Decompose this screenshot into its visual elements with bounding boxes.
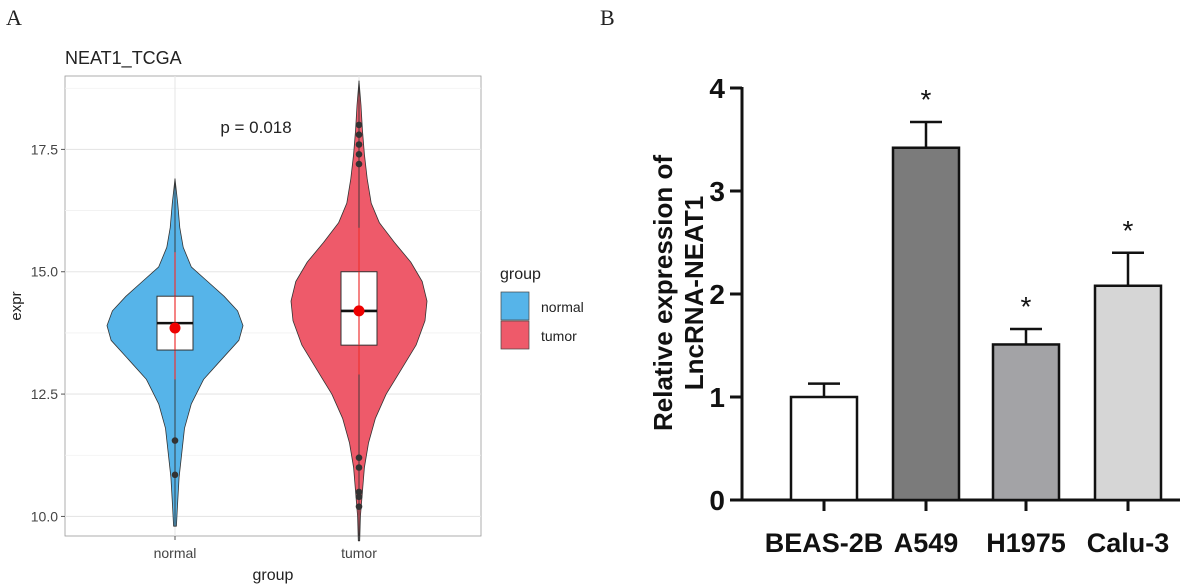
violin-title: NEAT1_TCGA — [65, 48, 182, 69]
violin-outlier-normal — [171, 437, 179, 444]
violin-outlier-tumor — [355, 141, 363, 148]
violin-legend: group normal tumor — [500, 266, 584, 350]
violin-y-tick-label: 15.0 — [31, 264, 58, 280]
violin-y-ticks: 10.0 12.5 15.0 17.5 — [31, 141, 65, 524]
violin-mean-point-tumor — [353, 305, 365, 317]
violin-outlier-tumor — [355, 121, 363, 129]
bar-x-ticks: BEAS-2B A549 H1975 Calu-3 — [765, 500, 1170, 558]
violin-y-axis-label: expr — [8, 291, 25, 320]
bar-y-tick-label: 0 — [709, 485, 725, 516]
violin-mean-point-normal — [169, 322, 181, 334]
bar-y-tick-label: 3 — [709, 176, 725, 207]
violin-outlier-tumor — [355, 160, 363, 168]
bar-calu-3 — [1093, 284, 1163, 502]
legend-label-tumor: tumor — [541, 328, 577, 344]
bar-x-tick-label: BEAS-2B — [765, 528, 884, 558]
bar-y-axis-label-line2: LncRNA-NEAT1 — [679, 196, 709, 391]
legend-swatch-tumor — [500, 320, 530, 350]
violin-outlier-normal — [171, 471, 179, 479]
violin-y-tick-label: 12.5 — [31, 386, 58, 402]
bar-h1975 — [991, 343, 1061, 502]
violin-outlier-tumor — [355, 464, 363, 471]
bar-significance-star: * — [1021, 291, 1032, 322]
violin-y-tick-label: 10.0 — [31, 508, 58, 524]
violin-outlier-tumor — [355, 503, 363, 510]
bar-a549 — [891, 146, 961, 502]
bar-significance-star: * — [1123, 215, 1134, 246]
legend-label-normal: normal — [541, 299, 584, 315]
violin-chart: NEAT1_TCGA 10.012.515.017.5 normal tumor … — [8, 48, 584, 584]
violin-x-axis-label: group — [253, 567, 294, 584]
violin-p-value: p = 0.018 — [220, 118, 291, 137]
legend-title: group — [500, 266, 541, 283]
bar-y-tick-label: 4 — [709, 73, 725, 104]
violin-outlier-tumor — [355, 131, 363, 139]
violin-x-tick-label: tumor — [341, 545, 377, 561]
violin-shapes — [106, 80, 428, 542]
panel-a-label: A — [6, 5, 22, 30]
violin-outlier-tumor — [355, 488, 363, 496]
bar-x-tick-label: A549 — [894, 528, 959, 558]
bar-y-axis-label-line1: Relative expression of — [648, 155, 678, 431]
bar-x-tick-label: Calu-3 — [1087, 528, 1170, 558]
bar-y-tick-label: 1 — [709, 382, 725, 413]
violin-x-tick-label: normal — [154, 545, 197, 561]
bar-beas-2b — [789, 395, 859, 502]
bar-y-ticks: 0 1 2 3 4 — [709, 73, 742, 516]
bar-chart: * * * BEAS-2B A549 H1975 Calu-3 0 1 2 3 4 Relativ… — [648, 73, 1180, 558]
bar-bars: * * * — [789, 84, 1163, 502]
violin-outlier-tumor — [355, 493, 363, 501]
bar-x-tick-label: H1975 — [986, 528, 1066, 558]
violin-outlier-tumor — [355, 454, 363, 462]
panel-b-label: B — [600, 5, 615, 30]
bar-significance-star: * — [921, 84, 932, 115]
violin-outlier-tumor — [355, 150, 363, 158]
legend-swatch-normal — [500, 291, 530, 321]
bar-y-tick-label: 2 — [709, 279, 725, 310]
violin-y-tick-label: 17.5 — [31, 141, 58, 157]
violin-x-ticks: normal tumor — [154, 536, 377, 561]
